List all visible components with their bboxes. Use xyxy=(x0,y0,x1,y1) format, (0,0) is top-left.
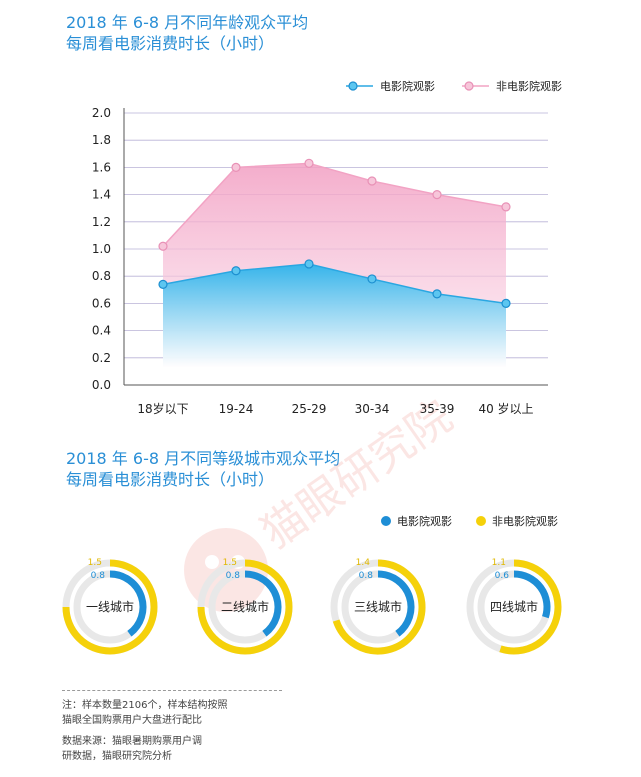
x-tick-label: 30-34 xyxy=(355,402,390,416)
y-tick-label: 2.0 xyxy=(92,106,111,120)
donut-center-label: 三线城市 xyxy=(354,599,402,614)
legend-marker xyxy=(464,81,474,91)
note-line1: 注：样本数量2106个，样本结构按照 xyxy=(62,700,228,711)
source-line2: 研数据，猫眼研究院分析 xyxy=(62,751,172,762)
point-non-cinema xyxy=(304,158,314,168)
line-non-cinema xyxy=(162,162,507,247)
donut-arc-cinema xyxy=(377,570,415,637)
donut-arc-cinema xyxy=(109,570,147,637)
donut-value-cinema: 0.8 xyxy=(91,571,106,581)
donut-value-non-cinema: 1.5 xyxy=(88,558,102,568)
donut-value-cinema: 0.8 xyxy=(359,571,374,581)
age-area-chart: 0.0 0.2 0.4 0.6 0.8 1.0 1.2 1.4 1.6 1.8 2.0 18岁以下 19… xyxy=(92,79,562,416)
y-tick-label: 0.2 xyxy=(92,351,111,365)
y-tick-label: 0.4 xyxy=(92,324,111,338)
donut-value-non-cinema: 1.5 xyxy=(223,558,237,568)
point-cinema xyxy=(158,279,168,289)
donut-center-label: 二线城市 xyxy=(221,599,269,614)
y-tick-label: 1.4 xyxy=(92,188,111,202)
donut-center-label: 一线城市 xyxy=(86,599,134,614)
donut-arc-non-cinema xyxy=(197,559,293,655)
footnotes: 注：样本数量2106个，样本结构按照 猫眼全国购票用户大盘进行配比 数据来源：猫… xyxy=(62,690,282,764)
x-tick-label: 25-29 xyxy=(292,402,327,416)
x-tick-label: 40 岁以上 xyxy=(478,401,533,416)
donut-value-cinema: 0.6 xyxy=(495,571,510,581)
donut-center-label: 四线城市 xyxy=(490,599,538,614)
point-cinema xyxy=(304,259,314,269)
legend-label: 非电影院观影 xyxy=(496,79,562,93)
legend-label: 电影院观影 xyxy=(397,514,452,528)
point-non-cinema xyxy=(231,162,241,172)
legend-dot xyxy=(381,516,391,526)
legend-dot xyxy=(476,516,486,526)
legend-label: 电影院观影 xyxy=(380,79,435,93)
note-line2: 猫眼全国购票用户大盘进行配比 xyxy=(62,715,202,726)
line-cinema xyxy=(162,263,507,305)
point-cinema xyxy=(231,266,241,276)
point-non-cinema xyxy=(367,176,377,186)
legend-marker xyxy=(348,81,358,91)
y-tick-label: 1.2 xyxy=(92,215,111,229)
source-line1: 数据来源：猫眼暑期购票用户调 xyxy=(62,736,202,747)
point-cinema xyxy=(432,289,442,299)
donut-arc-non-cinema xyxy=(499,559,562,655)
point-cinema xyxy=(367,274,377,284)
y-tick-label: 0.8 xyxy=(92,269,111,283)
donut-arc-cinema xyxy=(513,570,551,619)
city-chart-title: 2018 年 6-8 月不同等级城市观众平均 每周看电影消费时长（小时） xyxy=(66,448,340,490)
area-cinema xyxy=(163,263,506,367)
y-tick-label: 1.0 xyxy=(92,242,111,256)
age-chart-title: 2018 年 6-8 月不同年龄观众平均 每周看电影消费时长（小时） xyxy=(66,12,308,54)
y-tick-label: 1.6 xyxy=(92,160,111,174)
point-non-cinema xyxy=(501,202,511,212)
legend-label: 非电影院观影 xyxy=(492,514,558,528)
x-tick-label: 35-39 xyxy=(420,402,455,416)
donut-value-cinema: 0.8 xyxy=(226,571,241,581)
age-chart-title-line2: 每周看电影消费时长（小时） xyxy=(66,34,275,53)
city-chart-title-line1: 2018 年 6-8 月不同等级城市观众平均 xyxy=(66,449,341,468)
donut-value-non-cinema: 1.1 xyxy=(492,558,506,568)
donut-arc-cinema xyxy=(244,570,282,637)
point-cinema xyxy=(501,298,511,308)
donut-arc-non-cinema xyxy=(332,559,426,655)
donut-arc-non-cinema xyxy=(62,559,158,655)
point-non-cinema xyxy=(158,241,168,251)
city-donut-chart: 1.5 0.8 一线城市 1.5 0.8 二线城市 1.4 0.8 三线城市 1.1 0.6 四线城市… xyxy=(62,514,562,655)
point-non-cinema xyxy=(432,190,442,200)
age-chart-title-line1: 2018 年 6-8 月不同年龄观众平均 xyxy=(66,13,309,32)
x-tick-label: 18岁以下 xyxy=(137,401,188,416)
x-tick-label: 19-24 xyxy=(219,402,254,416)
donut-value-non-cinema: 1.4 xyxy=(356,558,371,568)
city-chart-title-line2: 每周看电影消费时长（小时） xyxy=(66,470,275,489)
y-tick-label: 0.0 xyxy=(92,378,111,392)
y-tick-label: 1.8 xyxy=(92,133,111,147)
y-tick-label: 0.6 xyxy=(92,296,111,310)
